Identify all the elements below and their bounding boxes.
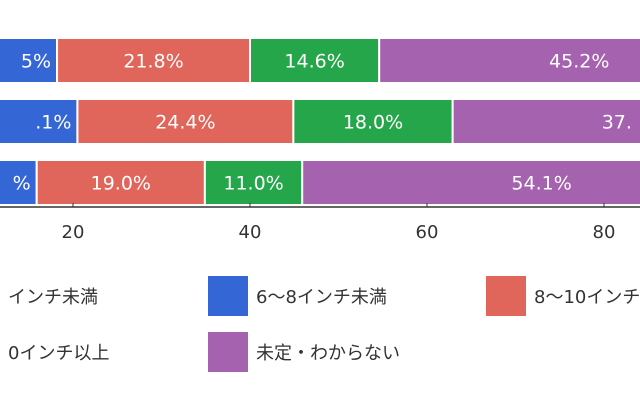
- bar-segment-1-1: [0, 98, 79, 145]
- data-label-2-1: 24.4%: [155, 112, 215, 134]
- data-label-3-2: 11.0%: [223, 173, 283, 195]
- data-label-4-1: 37.: [602, 112, 632, 134]
- bar-segment-4-2: [301, 159, 640, 206]
- data-label-1-0: 5%: [21, 51, 51, 73]
- bar-segment-3-1: [292, 98, 454, 145]
- data-label-3-1: 18.0%: [343, 112, 403, 134]
- legend-label-1: 6〜8インチ未満: [256, 287, 387, 308]
- legend-label-4: 未定・わからない: [256, 343, 400, 364]
- x-tick-label-0: 20: [62, 222, 85, 243]
- x-tick-label-1: 40: [239, 222, 262, 243]
- data-label-3-0: 14.6%: [284, 51, 344, 73]
- data-label-1-2: %: [13, 173, 31, 195]
- legend-swatch-2: [486, 276, 526, 316]
- bar-segment-4-0: [378, 37, 640, 84]
- bars-layer: 5% 21.8% 14.6% 45.2% .1% 24.4% 18.0% 37.% 19.0% 1…: [0, 37, 640, 206]
- legend-label-3: 0インチ以上: [8, 343, 109, 364]
- x-tick-label-3: 80: [593, 222, 616, 243]
- bar-segment-3-2: [203, 159, 304, 206]
- data-label-4-2: 54.1%: [511, 173, 571, 195]
- legend: インチ未満 6〜8インチ未満 8〜10インチ 0インチ以上 未定・わからない: [8, 276, 640, 372]
- x-tick-label-2: 60: [416, 222, 439, 243]
- legend-label-2: 8〜10インチ: [534, 287, 640, 308]
- legend-swatch-1: [208, 276, 248, 316]
- bar-segment-4-1: [451, 98, 640, 145]
- data-label-2-0: 21.8%: [123, 51, 183, 73]
- data-label-1-1: .1%: [35, 112, 71, 134]
- data-label-4-0: 45.2%: [549, 51, 609, 73]
- x-axis: 20 40 60 80: [0, 203, 640, 243]
- legend-label-0: インチ未満: [8, 287, 98, 308]
- data-label-2-2: 19.0%: [91, 173, 151, 195]
- bar-segment-2-0: [56, 37, 251, 84]
- legend-swatch-4: [208, 332, 248, 372]
